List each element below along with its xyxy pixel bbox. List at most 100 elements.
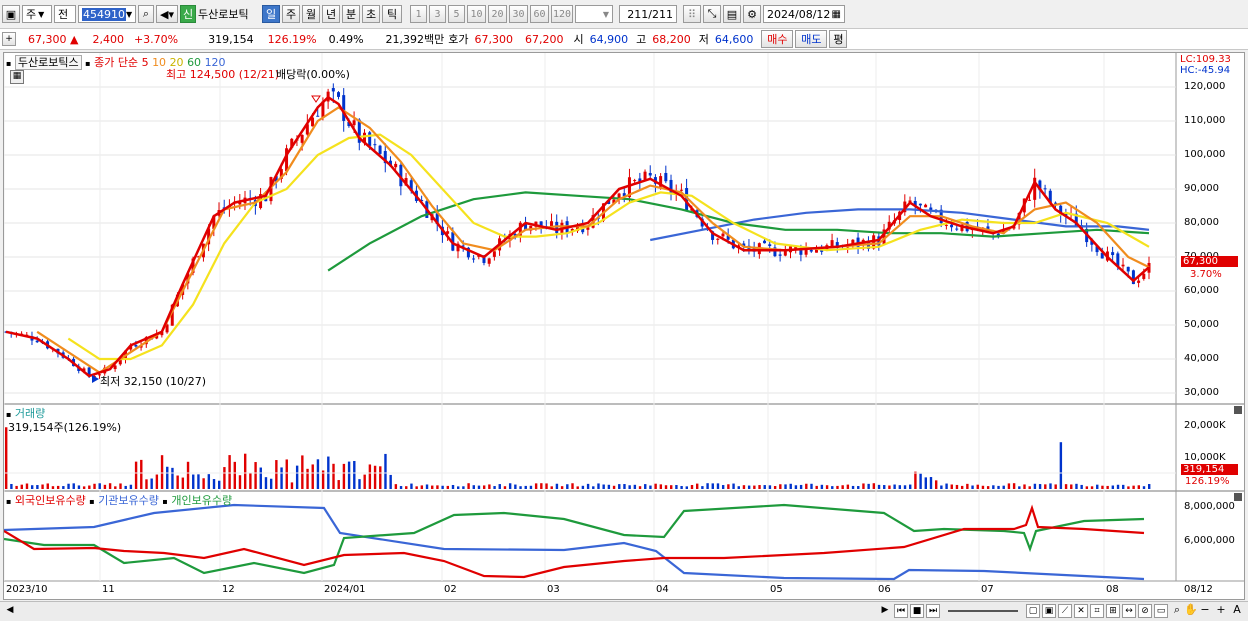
candle-body bbox=[918, 203, 922, 206]
interval-30[interactable]: 30 bbox=[509, 5, 528, 23]
volume-bar bbox=[275, 460, 278, 489]
volume-bar bbox=[664, 485, 668, 489]
panel-dot-icon: ▪ bbox=[162, 497, 168, 506]
tool-icon[interactable]: ⊘ bbox=[1138, 604, 1152, 618]
search-icon[interactable]: ⌕ bbox=[138, 5, 154, 23]
close-icon[interactable] bbox=[1234, 493, 1242, 501]
candle-body bbox=[394, 163, 398, 168]
tab-second[interactable]: 초 bbox=[362, 5, 380, 23]
draw-icon[interactable]: ⤡ bbox=[703, 5, 721, 23]
period-select[interactable]: 주 ▼ bbox=[22, 5, 52, 23]
tab-tick[interactable]: 틱 bbox=[382, 5, 402, 23]
volume-bar bbox=[644, 484, 647, 489]
date-field[interactable]: 2024/08/12 ▦ bbox=[763, 5, 845, 23]
zoom-in-icon[interactable]: + bbox=[1216, 603, 1226, 616]
volume-bar bbox=[851, 485, 855, 489]
buy-button[interactable]: 매수 bbox=[761, 30, 794, 48]
volume-bar bbox=[1028, 486, 1031, 489]
table-icon[interactable]: ▦ bbox=[10, 70, 24, 84]
tool-icon[interactable]: ⊞ bbox=[1106, 604, 1120, 618]
stop-icon[interactable]: ■ bbox=[910, 604, 924, 618]
panel-dot-icon: ▪ bbox=[6, 410, 12, 419]
candle-body bbox=[1017, 212, 1021, 225]
scroll-right-icon[interactable]: ▶ bbox=[881, 605, 889, 615]
zoom-out-icon[interactable]: − bbox=[1200, 603, 1210, 616]
volume-bar bbox=[945, 483, 948, 489]
interval-3[interactable]: 3 bbox=[429, 5, 446, 23]
turnover-value: 0.49% bbox=[328, 32, 364, 46]
x-tick: 07 bbox=[981, 584, 994, 595]
chart-canvas[interactable] bbox=[4, 53, 1244, 599]
volume-bar bbox=[192, 474, 195, 489]
font-icon[interactable]: A bbox=[1233, 603, 1241, 616]
tool-icon[interactable]: ⟋ bbox=[1058, 604, 1072, 618]
tool-icon[interactable]: ▢ bbox=[1026, 604, 1040, 618]
volume-bar bbox=[914, 471, 917, 489]
volume-bar bbox=[254, 462, 257, 489]
interval-select[interactable]: ▼ bbox=[575, 5, 613, 23]
interval-1[interactable]: 1 bbox=[410, 5, 427, 23]
candle-body bbox=[633, 180, 637, 182]
code-input[interactable]: 454910 ▼ bbox=[78, 5, 136, 23]
legend-foreign[interactable]: 외국인보유수량 bbox=[14, 494, 86, 507]
volume-bar bbox=[140, 459, 143, 489]
stock-title[interactable]: 두산로보틱스 bbox=[14, 55, 82, 70]
tool-icon[interactable]: ▭ bbox=[1154, 604, 1168, 618]
close-icon[interactable] bbox=[1234, 406, 1242, 414]
interval-60[interactable]: 60 bbox=[530, 5, 549, 23]
volume-bar bbox=[971, 485, 974, 489]
sell-button[interactable]: 매도 bbox=[795, 30, 828, 48]
candle-body bbox=[1137, 280, 1141, 283]
panel-dot-icon: ▪ bbox=[6, 497, 12, 506]
scroll-left-icon[interactable]: ◀ bbox=[6, 605, 14, 615]
legend-individual[interactable]: 개인보유수량 bbox=[171, 494, 233, 507]
count-field[interactable]: 211/211 bbox=[619, 5, 677, 23]
zoom-slider[interactable] bbox=[948, 610, 1018, 612]
tool-icon[interactable]: ↔ bbox=[1122, 604, 1136, 618]
volume-bar bbox=[228, 455, 231, 489]
volume-bar bbox=[1023, 484, 1026, 489]
interval-5[interactable]: 5 bbox=[448, 5, 465, 23]
magnifier-icon[interactable]: ⌕ bbox=[1173, 603, 1181, 616]
interval-20[interactable]: 20 bbox=[488, 5, 507, 23]
tool-icon[interactable]: ✕ bbox=[1074, 604, 1088, 618]
amount-value: 21,392백만 bbox=[385, 33, 445, 46]
tab-year[interactable]: 년 bbox=[322, 5, 340, 23]
tab-month[interactable]: 월 bbox=[302, 5, 320, 23]
bottom-bar: ◀ ▶ ⏮ ■ ⏭ ▢ ▣ ⟋ ✕ ⌗ ⊞ ↔ ⊘ ▭ ⌕ ✋ − + A bbox=[0, 601, 1248, 621]
grid-icon[interactable]: ⠿ bbox=[683, 5, 701, 23]
tab-day[interactable]: 일 bbox=[262, 5, 280, 23]
ma-title[interactable]: 종가 단순 bbox=[94, 56, 139, 69]
volume-bar bbox=[373, 465, 377, 489]
window-icon[interactable]: ▣ bbox=[2, 5, 20, 23]
pan-icon[interactable]: ✋ bbox=[1184, 603, 1198, 616]
volume-bar bbox=[301, 455, 304, 489]
count-total: /211 bbox=[648, 7, 673, 21]
tab-week[interactable]: 주 bbox=[282, 5, 300, 23]
tab-minute[interactable]: 분 bbox=[342, 5, 360, 23]
volume-bar bbox=[457, 486, 460, 489]
chart-area[interactable]: ▪ 두산로보틱스 ▪ 종가 단순 5 10 20 60 120 ▦ 최고 124… bbox=[3, 52, 1245, 600]
first-icon[interactable]: ⏮ bbox=[894, 604, 908, 618]
save-icon[interactable]: ▤ bbox=[723, 5, 741, 23]
volume-title[interactable]: 거래량 bbox=[14, 407, 46, 420]
candle-body bbox=[721, 233, 725, 237]
last-icon[interactable]: ⏭ bbox=[926, 604, 940, 618]
volume-bar bbox=[88, 485, 91, 489]
price-tick: 80,000 bbox=[1184, 217, 1219, 228]
interval-120[interactable]: 120 bbox=[551, 5, 573, 23]
speaker-icon[interactable]: ◀▾ bbox=[156, 5, 178, 23]
legend-institution[interactable]: 기관보유수량 bbox=[98, 494, 159, 507]
interval-10[interactable]: 10 bbox=[467, 5, 486, 23]
tool-icon[interactable]: ⌗ bbox=[1090, 604, 1104, 618]
gear-icon[interactable]: ⚙ bbox=[743, 5, 761, 23]
candle-body bbox=[191, 258, 195, 273]
info-icon[interactable]: + bbox=[2, 32, 16, 46]
market-select[interactable]: 전 bbox=[54, 5, 76, 23]
volume-bar bbox=[41, 484, 44, 489]
eval-button[interactable]: 평 bbox=[829, 30, 848, 48]
volume-bar bbox=[93, 483, 96, 489]
tool-icon[interactable]: ▣ bbox=[1042, 604, 1056, 618]
ma120-label: 120 bbox=[204, 56, 226, 69]
volume-bar bbox=[773, 486, 777, 489]
